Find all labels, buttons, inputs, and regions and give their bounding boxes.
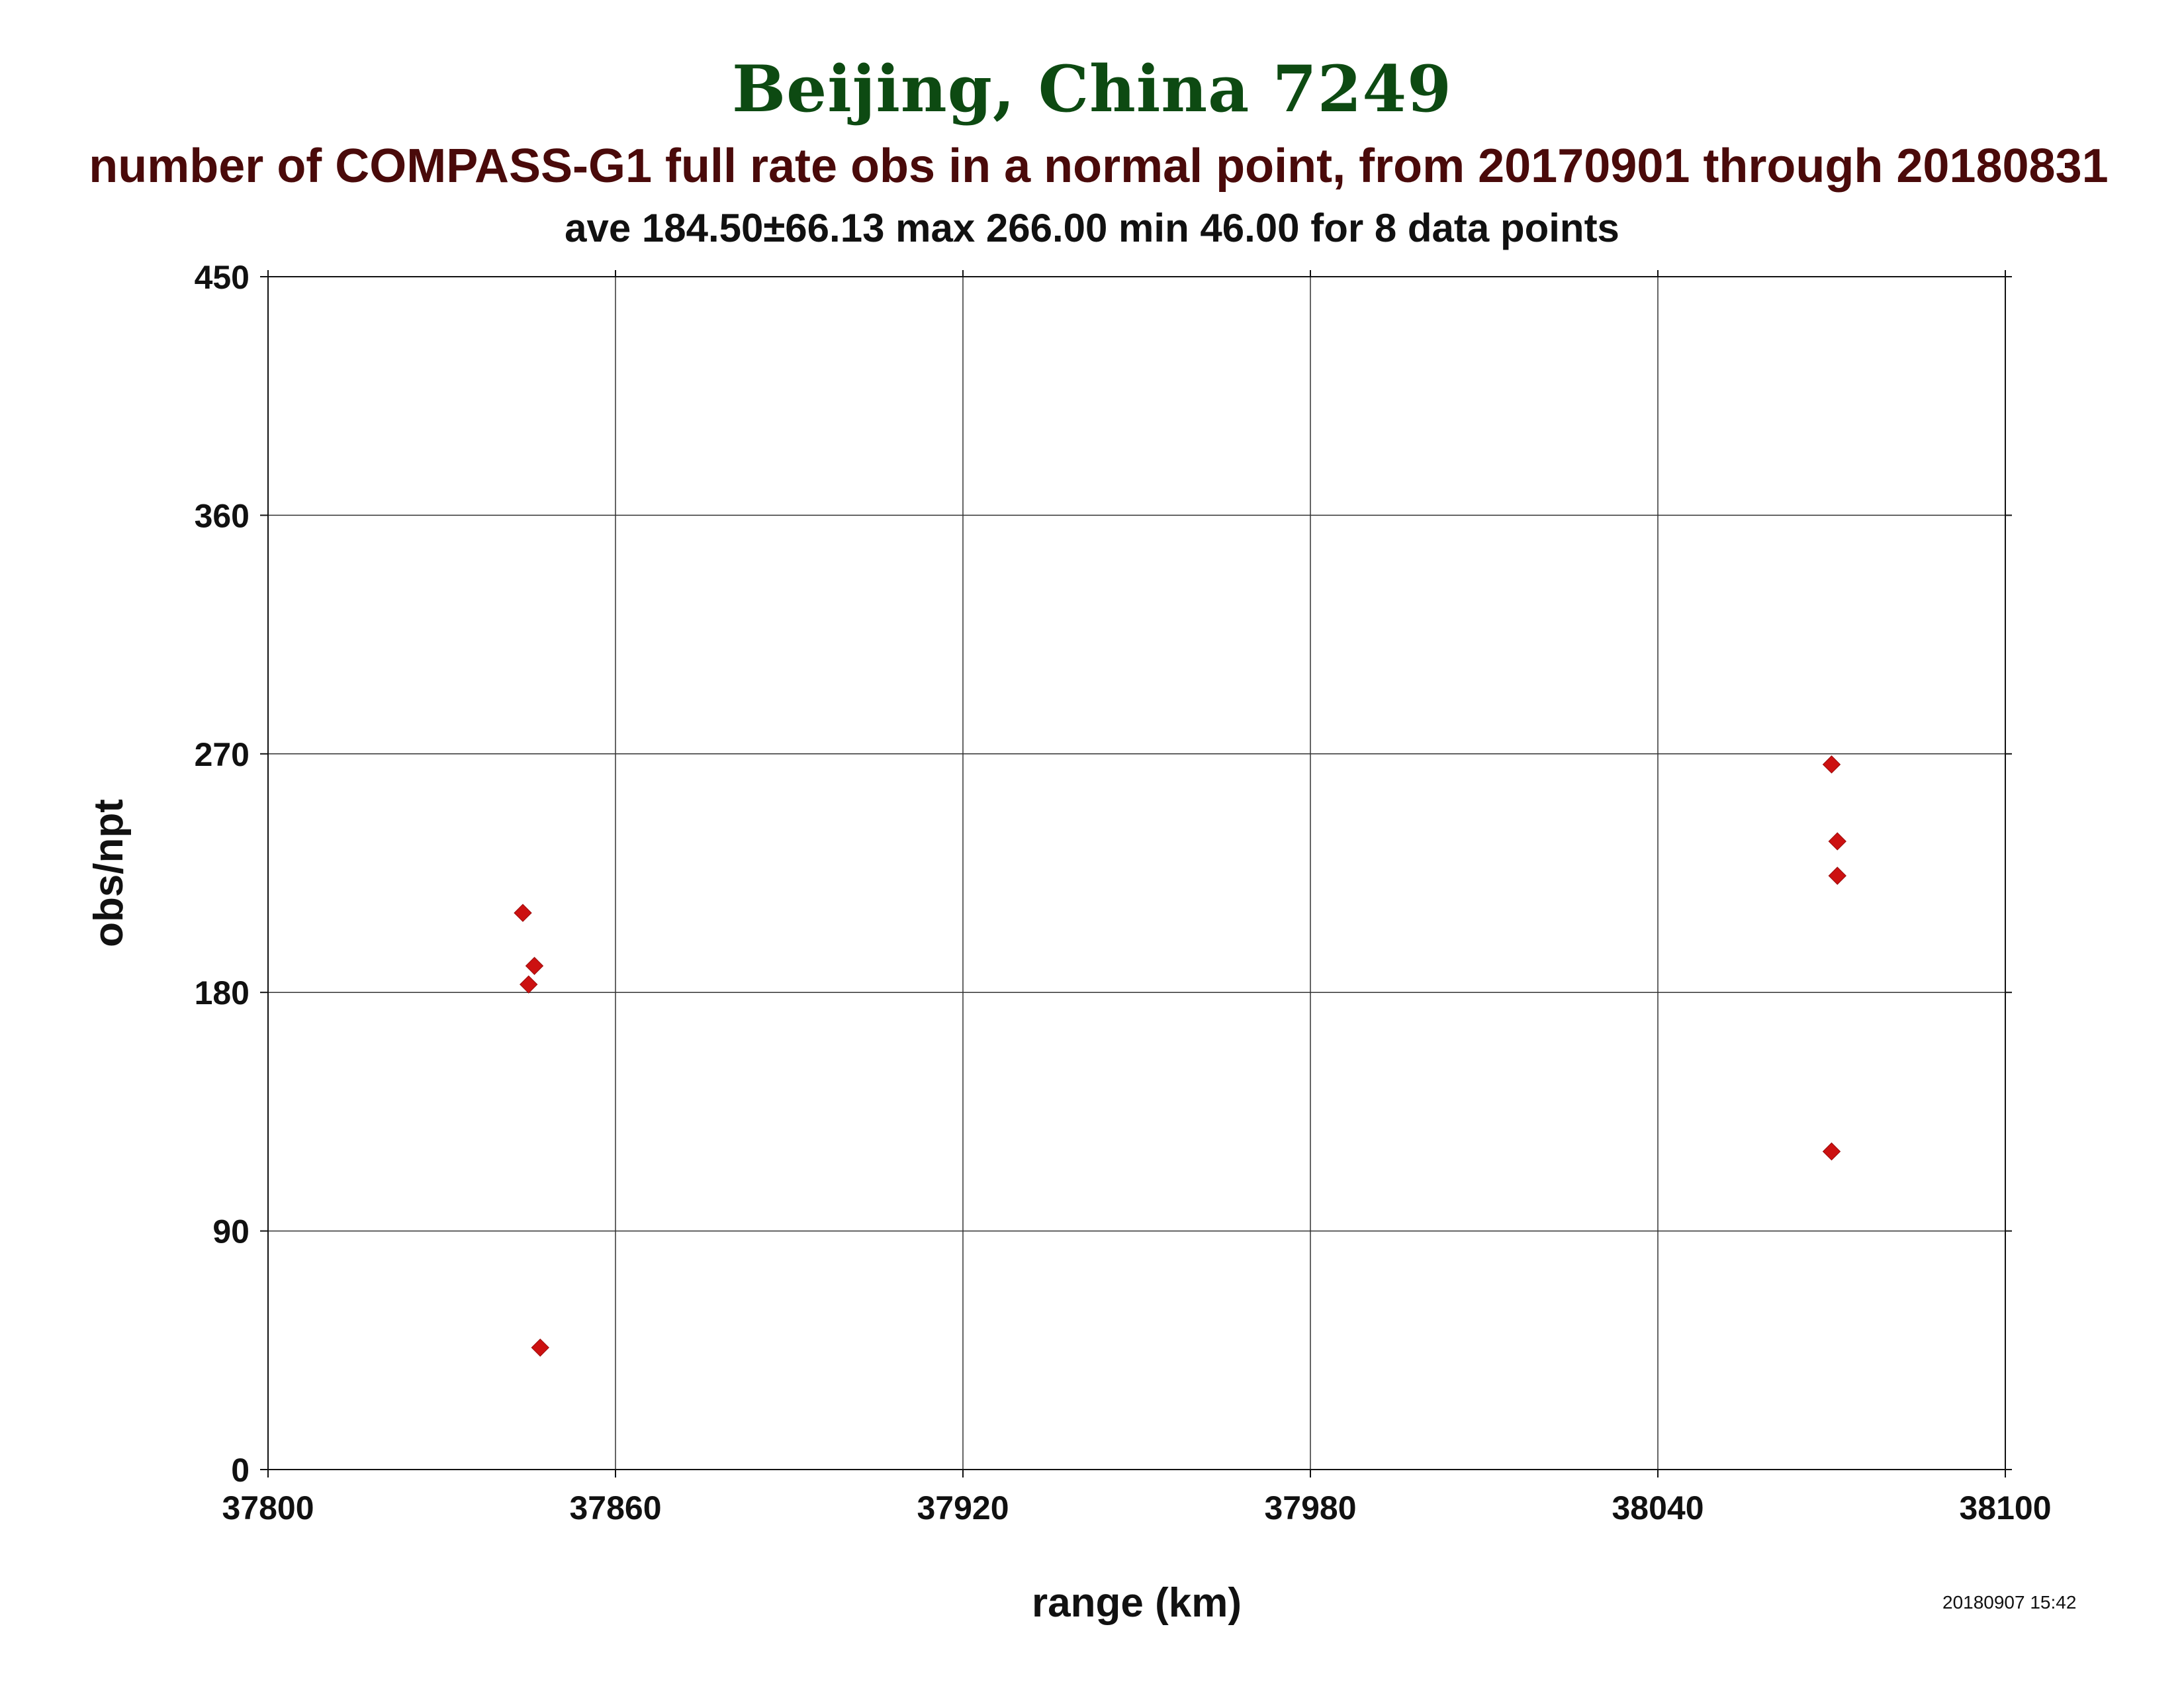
timestamp: 20180907 15:42 [1942, 1592, 2077, 1613]
x-tick-label: 38100 [1959, 1489, 2051, 1526]
y-tick-label: 90 [212, 1213, 250, 1250]
x-tick-label: 38040 [1612, 1489, 1704, 1526]
data-point-diamond [1822, 1142, 1841, 1161]
data-point-diamond [525, 957, 544, 975]
chart-subtitle: number of COMPASS-G1 full rate obs in a … [89, 140, 2109, 193]
data-point-diamond [1828, 867, 1846, 885]
data-point-diamond [1822, 755, 1841, 774]
y-axis-label: obs/npt [86, 799, 132, 947]
y-tick-label: 0 [231, 1452, 250, 1489]
x-tick-label: 37800 [222, 1489, 314, 1526]
y-tick-label: 180 [195, 974, 250, 1011]
axis-ticks: 37800 37860 37920 37980 38040 38100 0 90 180 270 3… [195, 259, 2052, 1526]
y-tick-label: 270 [195, 736, 250, 773]
y-tick-label: 450 [195, 259, 250, 296]
chart-stats: ave 184.50±66.13 max 266.00 min 46.00 fo… [565, 206, 1619, 250]
x-tick-label: 37860 [569, 1489, 661, 1526]
x-tick-label: 37920 [917, 1489, 1009, 1526]
data-point-diamond [531, 1338, 549, 1357]
data-point-diamond [520, 975, 538, 994]
x-axis-label: range (km) [1032, 1580, 1242, 1626]
grid-lines [267, 276, 2006, 1470]
data-point-diamond [514, 904, 532, 922]
x-tick-label: 37980 [1264, 1489, 1356, 1526]
y-tick-label: 360 [195, 497, 250, 534]
data-points [514, 755, 1846, 1357]
plot-frame [267, 276, 2006, 1470]
data-point-diamond [1828, 832, 1846, 851]
chart-title: Beijing, China 7249 [732, 52, 1452, 126]
